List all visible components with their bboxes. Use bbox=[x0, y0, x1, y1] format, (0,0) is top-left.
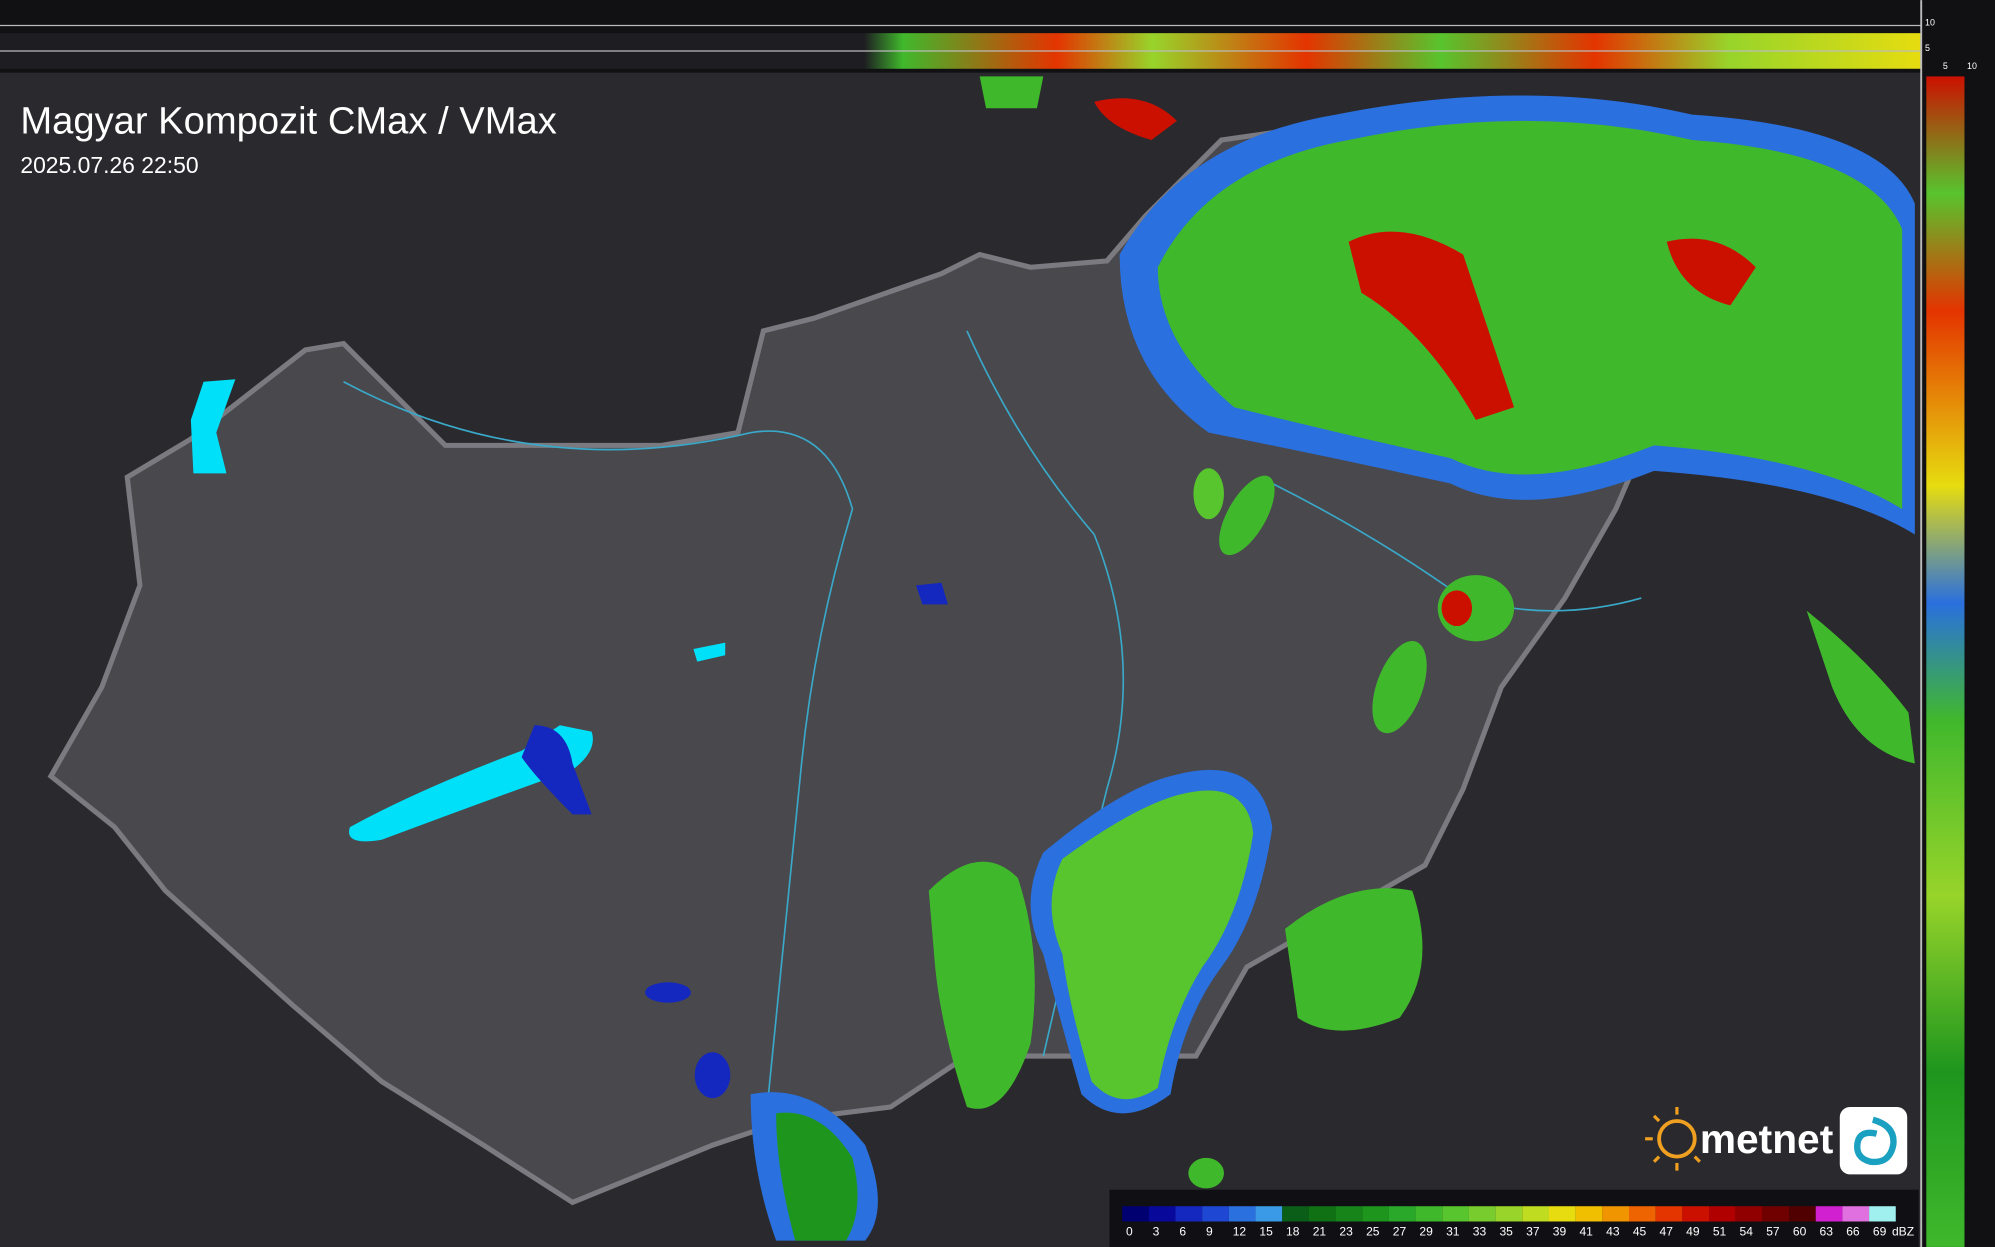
legend-label: 3 bbox=[1153, 1224, 1160, 1238]
legend-label: 23 bbox=[1339, 1224, 1353, 1238]
radar-echoes bbox=[190, 76, 1915, 1241]
legend-label: 15 bbox=[1259, 1224, 1273, 1238]
legend-label: 12 bbox=[1233, 1224, 1247, 1238]
legend-swatch bbox=[1548, 1206, 1576, 1222]
legend-swatch bbox=[1522, 1206, 1549, 1222]
legend-label: 9 bbox=[1206, 1224, 1213, 1238]
legend-swatch bbox=[1709, 1206, 1736, 1222]
legend-label: 49 bbox=[1686, 1224, 1700, 1238]
profile-tick: 5 bbox=[1943, 61, 1948, 71]
legend-swatch bbox=[1415, 1206, 1443, 1222]
legend-swatch bbox=[1308, 1206, 1336, 1222]
legend-label: 57 bbox=[1766, 1224, 1780, 1238]
legend-swatch bbox=[1815, 1206, 1843, 1222]
legend-label: 27 bbox=[1393, 1224, 1407, 1238]
color-scale: 0 3 6 9 12 15 18 21 23 25 27 29 31 33 35 37 39 41 43 45 47 49… bbox=[1122, 1206, 1914, 1238]
legend-label: 51 bbox=[1713, 1224, 1727, 1238]
legend-swatch bbox=[1122, 1206, 1149, 1222]
legend-label: 6 bbox=[1179, 1224, 1186, 1238]
legend-label: 47 bbox=[1660, 1224, 1674, 1238]
legend-swatch bbox=[1602, 1206, 1630, 1222]
logo-text: metnet bbox=[1700, 1116, 1834, 1162]
legend-swatch bbox=[1148, 1206, 1176, 1222]
side-profile-echo bbox=[1926, 76, 1965, 1247]
logo: metnet bbox=[1645, 1106, 1908, 1175]
legend-swatch bbox=[1228, 1206, 1256, 1222]
legend-swatch bbox=[1202, 1206, 1229, 1222]
timestamp: 2025.07.26 22:50 bbox=[20, 152, 198, 178]
legend-label: 37 bbox=[1526, 1224, 1540, 1238]
map-title: Magyar Kompozit CMax / VMax bbox=[20, 100, 556, 143]
legend-label: 60 bbox=[1793, 1224, 1807, 1238]
legend-swatch bbox=[1468, 1206, 1496, 1222]
legend-swatch bbox=[1362, 1206, 1389, 1222]
legend-swatch bbox=[1629, 1206, 1656, 1222]
legend-swatch bbox=[1735, 1206, 1763, 1222]
legend-unit: dBZ bbox=[1892, 1224, 1914, 1238]
profile-tick: 5 bbox=[1925, 43, 1930, 53]
profile-tick: 10 bbox=[1967, 61, 1977, 71]
legend-swatch bbox=[1682, 1206, 1710, 1222]
legend-label: 21 bbox=[1313, 1224, 1327, 1238]
legend-label: 63 bbox=[1820, 1224, 1834, 1238]
legend-swatch bbox=[1869, 1206, 1896, 1222]
legend-label: 0 bbox=[1126, 1224, 1133, 1238]
legend-swatch bbox=[1495, 1206, 1523, 1222]
legend-swatch bbox=[1789, 1206, 1816, 1222]
legend-label: 39 bbox=[1553, 1224, 1567, 1238]
legend-label: 18 bbox=[1286, 1224, 1300, 1238]
legend-swatch bbox=[1762, 1206, 1790, 1222]
profile-tick: 10 bbox=[1925, 18, 1935, 28]
legend-label: 31 bbox=[1446, 1224, 1460, 1238]
legend-swatch bbox=[1255, 1206, 1283, 1222]
legend-label: 41 bbox=[1579, 1224, 1593, 1238]
legend-swatch bbox=[1175, 1206, 1203, 1222]
legend-swatch bbox=[1655, 1206, 1683, 1222]
legend-swatch bbox=[1388, 1206, 1416, 1222]
legend-label: 25 bbox=[1366, 1224, 1380, 1238]
legend-swatch bbox=[1442, 1206, 1469, 1222]
legend-label: 35 bbox=[1499, 1224, 1513, 1238]
legend-label: 45 bbox=[1633, 1224, 1647, 1238]
legend-label: 29 bbox=[1419, 1224, 1433, 1238]
legend-label: 66 bbox=[1846, 1224, 1860, 1238]
legend-swatch bbox=[1842, 1206, 1870, 1222]
legend-label: 69 bbox=[1873, 1224, 1887, 1238]
legend-label: 43 bbox=[1606, 1224, 1620, 1238]
legend-label: 33 bbox=[1473, 1224, 1487, 1238]
legend-swatch bbox=[1335, 1206, 1363, 1222]
legend-swatch bbox=[1282, 1206, 1309, 1222]
legend-swatch bbox=[1575, 1206, 1603, 1222]
legend-label: 54 bbox=[1740, 1224, 1754, 1238]
